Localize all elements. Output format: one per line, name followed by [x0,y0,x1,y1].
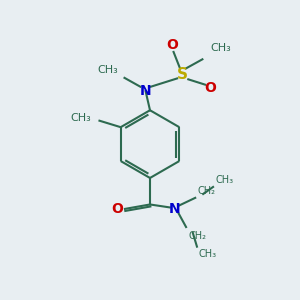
Text: CH₃: CH₃ [210,44,231,53]
Text: CH₃: CH₃ [98,65,118,75]
Text: CH₂: CH₂ [197,186,215,196]
Text: N: N [169,202,181,216]
Text: O: O [112,202,124,216]
Text: CH₃: CH₃ [70,113,91,123]
Text: O: O [166,38,178,52]
Text: CH₃: CH₃ [215,176,234,185]
Text: O: O [204,81,216,95]
Text: N: N [140,84,152,98]
Text: CH₂: CH₂ [188,231,206,241]
Text: CH₃: CH₃ [199,249,217,259]
Text: S: S [177,68,188,82]
